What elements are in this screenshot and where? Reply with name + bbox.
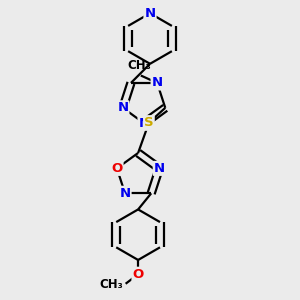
Text: O: O <box>111 162 122 175</box>
Text: N: N <box>139 117 150 130</box>
Text: O: O <box>133 268 144 281</box>
Text: N: N <box>154 162 165 175</box>
Text: CH₃: CH₃ <box>100 278 123 291</box>
Text: N: N <box>117 101 128 114</box>
Text: N: N <box>119 187 130 200</box>
Text: N: N <box>152 76 163 89</box>
Text: S: S <box>144 116 154 129</box>
Text: CH₃: CH₃ <box>128 59 151 72</box>
Text: N: N <box>144 7 156 20</box>
